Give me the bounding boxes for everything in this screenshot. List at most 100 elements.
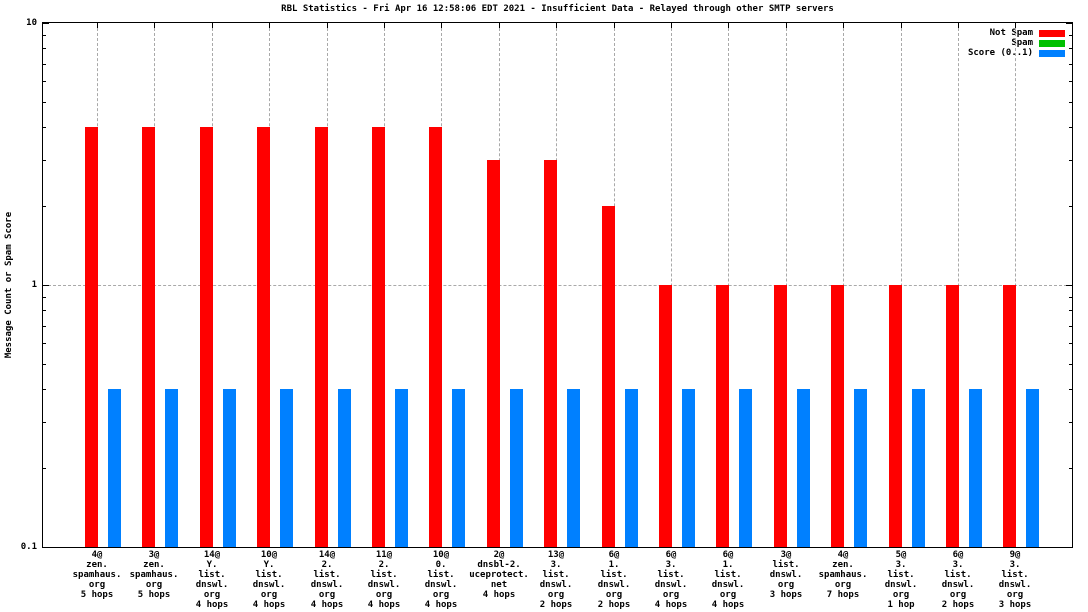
x-tick-top — [671, 23, 672, 28]
bar-not-spam — [831, 285, 844, 547]
y-tick-right — [1069, 64, 1072, 65]
x-tick-label: 2@ dnsbl-2. uceprotect. net 4 hops — [469, 550, 529, 600]
y-tick-left — [43, 102, 46, 103]
y-tick-left — [43, 547, 49, 548]
y-tick-right — [1069, 364, 1072, 365]
bar-score-0-1 — [625, 389, 638, 547]
x-tick-label: 6@ 1. list. dnswl. org 2 hops — [597, 550, 631, 610]
x-tick-label: 10@ 0. list. dnswl. org 4 hops — [424, 550, 458, 610]
x-tick-top — [614, 23, 615, 28]
y-tick-left — [43, 206, 46, 207]
bar-not-spam — [602, 206, 615, 547]
x-tick-label: 4@ zen. spamhaus. org 5 hops — [72, 550, 122, 600]
y-tick-left — [43, 23, 49, 24]
y-tick-left — [43, 343, 46, 344]
bar-score-0-1 — [1026, 389, 1039, 547]
bar-score-0-1 — [108, 389, 121, 547]
y-tick-left — [43, 81, 46, 82]
y-tick-left — [43, 160, 46, 161]
bar-not-spam — [85, 127, 98, 547]
legend-label: Not Spam — [989, 28, 1033, 38]
x-tick-top — [786, 23, 787, 28]
x-tick-top — [556, 23, 557, 28]
y-tick-left — [43, 48, 46, 49]
y-tick-right — [1069, 343, 1072, 344]
x-tick-label: 11@ 2. list. dnswl. org 4 hops — [367, 550, 401, 610]
legend-row: Not Spam — [968, 28, 1065, 38]
x-tick-top — [97, 23, 98, 28]
y-tick-label: 10 — [26, 18, 37, 28]
bar-not-spam — [946, 285, 959, 547]
x-tick-top — [499, 23, 500, 28]
y-tick-left — [43, 127, 46, 128]
x-tick-top — [441, 23, 442, 28]
bar-not-spam — [544, 160, 557, 547]
bar-score-0-1 — [165, 389, 178, 547]
y-tick-left — [43, 310, 46, 311]
y-tick-left — [43, 422, 46, 423]
h-gridline — [43, 285, 1072, 286]
y-tick-left — [43, 64, 46, 65]
y-tick-label: 0.1 — [20, 542, 37, 552]
legend-row: Spam — [968, 38, 1065, 48]
x-tick-label: 3@ list. dnswl. org 3 hops — [769, 550, 803, 600]
bar-not-spam — [429, 127, 442, 547]
plot-area: Not Spam Spam Score (0..1) — [42, 22, 1073, 548]
y-tick-left — [43, 468, 46, 469]
bar-score-0-1 — [395, 389, 408, 547]
bar-not-spam — [257, 127, 270, 547]
x-tick-top — [1015, 23, 1016, 28]
y-tick-right — [1066, 547, 1072, 548]
bar-not-spam — [716, 285, 729, 547]
legend-swatch — [1039, 39, 1065, 47]
bar-score-0-1 — [739, 389, 752, 547]
bar-score-0-1 — [854, 389, 867, 547]
x-tick-top — [901, 23, 902, 28]
x-tick-label: 4@ zen. spamhaus. org 7 hops — [818, 550, 868, 600]
x-tick-top — [154, 23, 155, 28]
bar-not-spam — [315, 127, 328, 547]
x-tick-top — [728, 23, 729, 28]
bar-score-0-1 — [280, 389, 293, 547]
x-tick-top — [384, 23, 385, 28]
y-tick-left — [43, 364, 46, 365]
y-tick-right — [1069, 310, 1072, 311]
y-tick-left — [43, 285, 49, 286]
bar-score-0-1 — [510, 389, 523, 547]
x-tick-label: 3@ zen. spamhaus. org 5 hops — [129, 550, 179, 600]
bar-score-0-1 — [223, 389, 236, 547]
x-tick-top — [327, 23, 328, 28]
x-tick-label: 5@ 3. list. dnswl. org 1 hop — [884, 550, 918, 610]
y-tick-right — [1069, 35, 1072, 36]
bar-score-0-1 — [969, 389, 982, 547]
chart-title: RBL Statistics - Fri Apr 16 12:58:06 EDT… — [281, 4, 834, 14]
y-tick-right — [1069, 160, 1072, 161]
bar-score-0-1 — [567, 389, 580, 547]
x-tick-top — [269, 23, 270, 28]
bar-not-spam — [372, 127, 385, 547]
y-tick-right — [1069, 102, 1072, 103]
y-tick-right — [1066, 23, 1072, 24]
bar-not-spam — [774, 285, 787, 547]
bar-score-0-1 — [452, 389, 465, 547]
y-tick-left — [43, 35, 46, 36]
x-tick-label: 6@ 3. list. dnswl. org 4 hops — [654, 550, 688, 610]
legend: Not Spam Spam Score (0..1) — [968, 28, 1065, 58]
y-tick-left — [43, 326, 46, 327]
x-tick-label: 14@ 2. list. dnswl. org 4 hops — [310, 550, 344, 610]
x-tick-top — [843, 23, 844, 28]
legend-row: Score (0..1) — [968, 48, 1065, 58]
bar-not-spam — [1003, 285, 1016, 547]
y-tick-right — [1069, 206, 1072, 207]
y-tick-right — [1069, 297, 1072, 298]
x-tick-label: 6@ 3. list. dnswl. org 2 hops — [941, 550, 975, 610]
x-tick-label: 10@ Y. list. dnswl. org 4 hops — [252, 550, 286, 610]
y-tick-right — [1069, 389, 1072, 390]
y-tick-right — [1069, 127, 1072, 128]
y-tick-label: 1 — [31, 280, 37, 290]
legend-label: Score (0..1) — [967, 48, 1033, 58]
y-tick-right — [1069, 422, 1072, 423]
bar-not-spam — [487, 160, 500, 547]
bar-score-0-1 — [797, 389, 810, 547]
